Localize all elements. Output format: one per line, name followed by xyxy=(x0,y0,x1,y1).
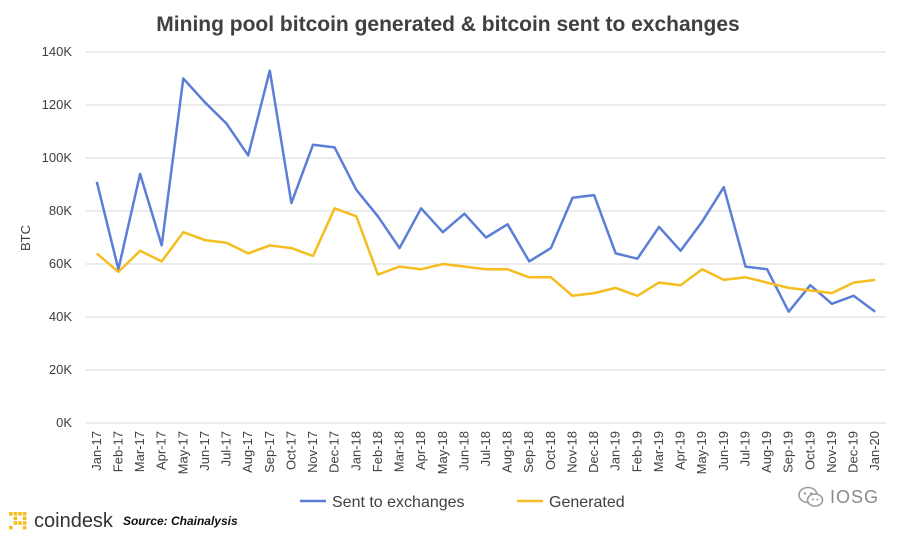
grid xyxy=(86,51,886,371)
x-tick-label: May-19 xyxy=(694,431,709,474)
x-tick-label: Mar-17 xyxy=(132,431,147,472)
x-tick-label: Mar-18 xyxy=(392,431,407,472)
coindesk-brand: coindesk xyxy=(34,509,113,532)
y-tick-label: 60K xyxy=(49,256,72,271)
y-axis-label: BTC xyxy=(18,225,33,251)
x-tick-label: Feb-17 xyxy=(110,431,125,472)
x-tick-label: Dec-18 xyxy=(586,431,601,473)
x-tick-label: Jul-19 xyxy=(737,431,752,466)
x-tick-label: Jun-17 xyxy=(197,431,212,471)
x-axis: Jan-17 Feb-17 Mar-17 Apr-17 May-17 Jun-17 Jul-… xyxy=(89,431,882,474)
y-tick-label: 100K xyxy=(42,150,73,165)
y-tick-label: 0K xyxy=(56,415,72,430)
watermark-text: IOSG xyxy=(830,486,880,507)
y-tick-label: 20K xyxy=(49,362,72,377)
x-tick-label: Nov-18 xyxy=(564,431,579,473)
x-tick-label: Nov-19 xyxy=(824,431,839,473)
x-tick-label: Sep-18 xyxy=(521,431,536,473)
x-tick-label: May-17 xyxy=(175,431,190,474)
watermark: IOSG xyxy=(798,486,879,508)
wechat-icon xyxy=(798,486,824,507)
x-tick-label: Apr-19 xyxy=(673,431,688,470)
footer: coindesk Source: Chainalysis xyxy=(8,508,238,534)
x-tick-label: Jul-18 xyxy=(478,431,493,466)
y-tick-label: 140K xyxy=(42,44,73,59)
x-tick-label: Jan-20 xyxy=(867,431,882,471)
x-tick-label: Mar-19 xyxy=(651,431,666,472)
x-tick-label: Apr-17 xyxy=(154,431,169,470)
source-note: Source: Chainalysis xyxy=(122,514,238,528)
x-tick-label: Sep-17 xyxy=(262,431,277,473)
x-tick-label: Oct-19 xyxy=(802,431,817,470)
x-tick-label: May-18 xyxy=(435,431,450,474)
legend-label: Sent to exchanges xyxy=(332,494,465,511)
y-tick-label: 80K xyxy=(49,203,72,218)
x-tick-label: Aug-18 xyxy=(500,431,515,473)
x-tick-label: Jan-18 xyxy=(348,431,363,471)
coindesk-logo-icon xyxy=(9,512,27,530)
x-tick-label: Jun-19 xyxy=(716,431,731,471)
series-line-generated xyxy=(95,207,876,298)
y-axis: 0K 20K 40K 60K 80K 100K 120K 140K xyxy=(42,44,73,430)
legend: Sent to exchanges Generated xyxy=(300,494,625,511)
legend-label: Generated xyxy=(549,494,625,511)
x-tick-label: Sep-19 xyxy=(781,431,796,473)
x-tick-label: Feb-19 xyxy=(629,431,644,472)
chart-title: Mining pool bitcoin generated & bitcoin … xyxy=(156,13,739,36)
x-tick-label: Aug-19 xyxy=(759,431,774,473)
x-tick-label: Jul-17 xyxy=(219,431,234,466)
x-tick-label: Apr-18 xyxy=(413,431,428,470)
series-line-sent-to-exchanges xyxy=(95,69,876,313)
x-tick-label: Oct-18 xyxy=(543,431,558,470)
y-tick-label: 40K xyxy=(49,309,72,324)
x-tick-label: Nov-17 xyxy=(305,431,320,473)
y-tick-label: 120K xyxy=(42,97,73,112)
x-tick-label: Jun-18 xyxy=(456,431,471,471)
x-tick-label: Dec-19 xyxy=(846,431,861,473)
x-tick-label: Dec-17 xyxy=(327,431,342,473)
x-tick-label: Aug-17 xyxy=(240,431,255,473)
x-tick-label: Feb-18 xyxy=(370,431,385,472)
x-tick-label: Jan-19 xyxy=(608,431,623,471)
x-tick-label: Jan-17 xyxy=(89,431,104,471)
series-group xyxy=(95,69,876,313)
x-tick-label: Oct-17 xyxy=(283,431,298,470)
